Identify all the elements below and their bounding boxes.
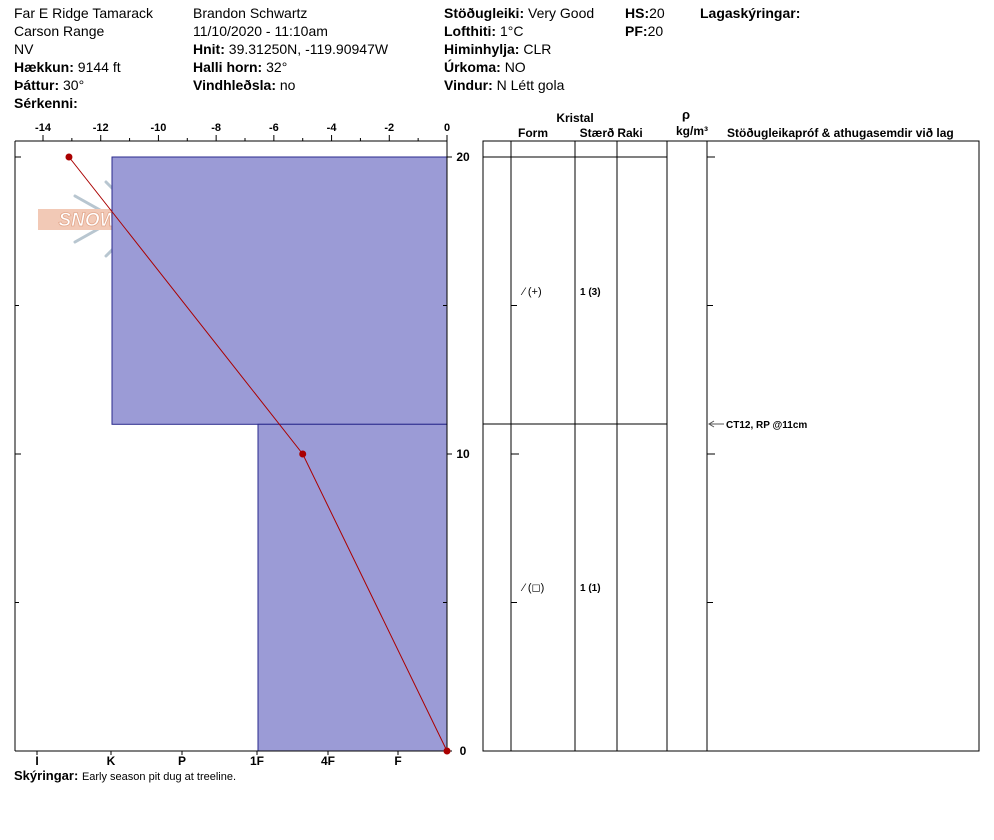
table-frame [482, 140, 980, 752]
pf-value: 20 [647, 23, 664, 39]
layer-table: Kristal Form Stærð Raki ρ kg/m³ Stöðugle… [482, 107, 980, 752]
hs-pf-info: HS:20 PF:20 [625, 4, 665, 40]
stability-row: Stöðugleiki: Very Good [444, 4, 594, 22]
datetime: 11/10/2020 - 11:10am [193, 23, 328, 39]
stability-label: Stöðugleiki: [444, 5, 525, 21]
sky-row: Himinhylja: CLR [444, 40, 594, 58]
stability-value: Very Good [528, 5, 595, 21]
hardness-bar-1 [111, 156, 448, 425]
air-temp-row: Lofthiti: 1°C [444, 22, 594, 40]
slope-row: Halli horn: 32° [193, 58, 388, 76]
density-symbol: ρ [682, 107, 690, 122]
air-temp-value: 1°C [499, 23, 524, 39]
temp-tick-label-6: -2 [384, 122, 394, 134]
comments-label: Skýringar: [14, 768, 79, 783]
precip-label: Úrkoma: [444, 59, 501, 75]
aspect-value: 30° [63, 77, 85, 93]
temp-tick-label-5: -4 [327, 122, 338, 134]
conditions-info: Stöðugleiki: Very Good Lofthiti: 1°C Him… [444, 4, 594, 94]
features-label: Sérkenni: [14, 95, 78, 111]
air-temp-label: Lofthiti: [444, 23, 497, 39]
temp-tick-label-1: -12 [93, 122, 109, 134]
stability-tests-header: Stöðugleikapróf & athugasemdir við lag [727, 126, 954, 140]
hardness-bar-2 [257, 423, 448, 752]
slope-label: Halli horn: [193, 59, 263, 75]
temp-tick-label-0: -14 [35, 122, 52, 134]
depth-tick-label-2: 0 [460, 744, 467, 758]
layer-notes: Lagaskýringar: [700, 4, 800, 22]
test-note: CT12, RP @11cm [726, 420, 807, 431]
layer-notes-label: Lagaskýringar: [700, 5, 801, 21]
temp-tick-label-3: -8 [211, 122, 221, 134]
wind-label: Vindur: [444, 77, 493, 93]
state: NV [14, 41, 34, 57]
observer-info: Brandon Schwartz 11/10/2020 - 11:10am Hn… [193, 4, 388, 94]
test-arrow-icon [708, 420, 724, 428]
precip-row: Úrkoma: NO [444, 58, 594, 76]
layer2-form: ⁄ (◻) [520, 582, 544, 594]
hardness-tick-label-1: K [107, 754, 116, 768]
observer: Brandon Schwartz [193, 5, 308, 21]
layer1-size: 1 (3) [580, 287, 601, 298]
slope-value: 32° [266, 59, 288, 75]
pf-label: PF: [625, 23, 648, 39]
coords-row: Hnit: 39.31250N, -119.90947W [193, 40, 388, 58]
wind-loading-row: Vindhleðsla: no [193, 76, 388, 94]
hardness-tick-label-2: P [178, 754, 186, 768]
wind-value: N Létt gola [496, 77, 565, 93]
depth-tick-label-1: 10 [456, 447, 470, 461]
comments: Skýringar: Early season pit dug at treel… [14, 767, 236, 786]
elevation-value: 9144 ft [77, 59, 121, 75]
layer1-form: ⁄ (+) [520, 286, 542, 298]
sky-value: CLR [523, 41, 552, 57]
plot-area: -14 -12 -10 -8 -6 -4 -2 0 I K P 1F 4F F 20 10 0 [14, 122, 715, 768]
temperature-point-1 [65, 153, 73, 161]
comments-text: Early season pit dug at treeline. [81, 771, 237, 783]
hardness-tick-label-4: 4F [321, 754, 335, 768]
location: Far E Ridge Tamarack [14, 5, 154, 21]
hardness-tick-label-0: I [35, 754, 38, 768]
sky-label: Himinhylja: [444, 41, 520, 57]
size-header: Stærð [580, 126, 615, 140]
elevation-row: Hækkun: 9144 ft [14, 58, 153, 76]
precip-value: NO [504, 59, 526, 75]
pf-row: PF:20 [625, 22, 665, 40]
crystal-header: Kristal [556, 111, 593, 125]
hs-label: HS: [625, 5, 650, 21]
range: Carson Range [14, 23, 105, 39]
depth-tick-label-0: 20 [456, 150, 470, 164]
hs-row: HS:20 [625, 4, 665, 22]
form-header: Form [518, 126, 548, 140]
aspect-label: Þáttur: [14, 77, 60, 93]
hardness-tick-label-3: 1F [250, 754, 264, 768]
wind-loading-value: no [279, 77, 296, 93]
temp-tick-label-7: 0 [444, 122, 450, 134]
temperature-point-3 [443, 747, 451, 755]
density-unit: kg/m³ [676, 124, 708, 138]
hardness-tick-label-5: F [394, 754, 401, 768]
coords-value: 39.31250N, -119.90947W [228, 41, 389, 57]
wind-loading-label: Vindhleðsla: [193, 77, 276, 93]
features-row: Sérkenni: [14, 94, 153, 112]
layer2-size: 1 (1) [580, 583, 601, 594]
wind-row: Vindur: N Létt gola [444, 76, 594, 94]
hs-value: 20 [649, 5, 665, 21]
temperature-point-2 [299, 450, 307, 458]
temp-tick-label-2: -10 [150, 122, 166, 134]
aspect-row: Þáttur: 30° [14, 76, 153, 94]
temp-tick-label-4: -6 [269, 122, 279, 134]
site-info: Far E Ridge Tamarack Carson Range NV Hæk… [14, 4, 153, 112]
moisture-header: Raki [617, 126, 642, 140]
coords-label: Hnit: [193, 41, 225, 57]
elevation-label: Hækkun: [14, 59, 74, 75]
